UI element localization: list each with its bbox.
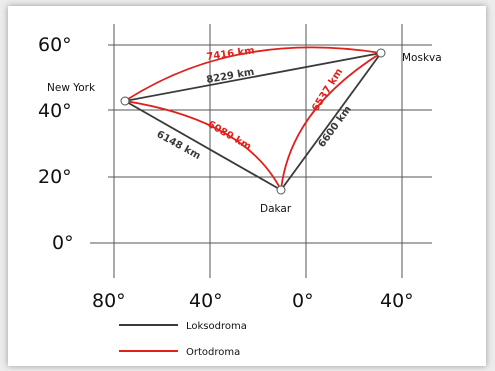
city-label-moskva: Moskva [402,52,442,64]
city-marker-dakar [276,185,286,195]
city-markers [120,48,386,195]
distance-label-orthodrome-newyork-dakar: 6080 km [206,119,253,153]
lon-tick-label: 80° [92,290,126,312]
distance-label-loxodrome-dakar-moskva: 6600 km [317,104,354,150]
lon-tick-label: 40° [189,290,223,312]
city-label-dakar: Dakar [260,203,292,215]
distance-label-orthodrome-newyork-moskva: 7416 km [206,45,255,63]
orthodrome-newyork-dakar [124,100,282,191]
loxodrome-newyork-dakar [124,100,282,191]
city-marker-moskva [376,48,386,58]
orthodrome-dakar-moskva [280,52,382,191]
distance-label-orthodrome-dakar-moskva: 6537 km [310,67,345,114]
lat-tick-label: 0° [52,232,74,254]
map-card [8,6,486,366]
loxodrome-dakar-moskva [280,52,382,191]
distance-label-loxodrome-newyork-moskva: 8229 km [206,67,256,86]
orthodrome-newyork-moskva [124,46,382,102]
lat-tick-label: 60° [38,34,72,56]
loxodrome-newyork-moskva [124,52,382,102]
city-marker-newyork [120,96,130,106]
lon-tick-label: 0° [292,290,314,312]
legend-label-loxodrome: Loksodroma [186,321,247,332]
lat-tick-label: 20° [38,166,72,188]
legend: Loksodroma Ortodroma [119,321,247,358]
distance-label-loxodrome-newyork-dakar: 6148 km [155,129,203,162]
loxodrome-routes [124,52,382,191]
lat-axis: 60° 40° 20° 0° [38,34,74,254]
orthodrome-routes [124,46,382,191]
legend-label-orthodrome: Ortodroma [186,347,240,358]
lon-axis: 80° 40° 0° 40° [92,290,414,312]
city-labels: New York Moskva Dakar [47,52,442,215]
city-label-newyork: New York [47,82,96,94]
lon-tick-label: 40° [380,290,414,312]
lat-tick-label: 40° [38,100,72,122]
map-grid [90,24,432,278]
